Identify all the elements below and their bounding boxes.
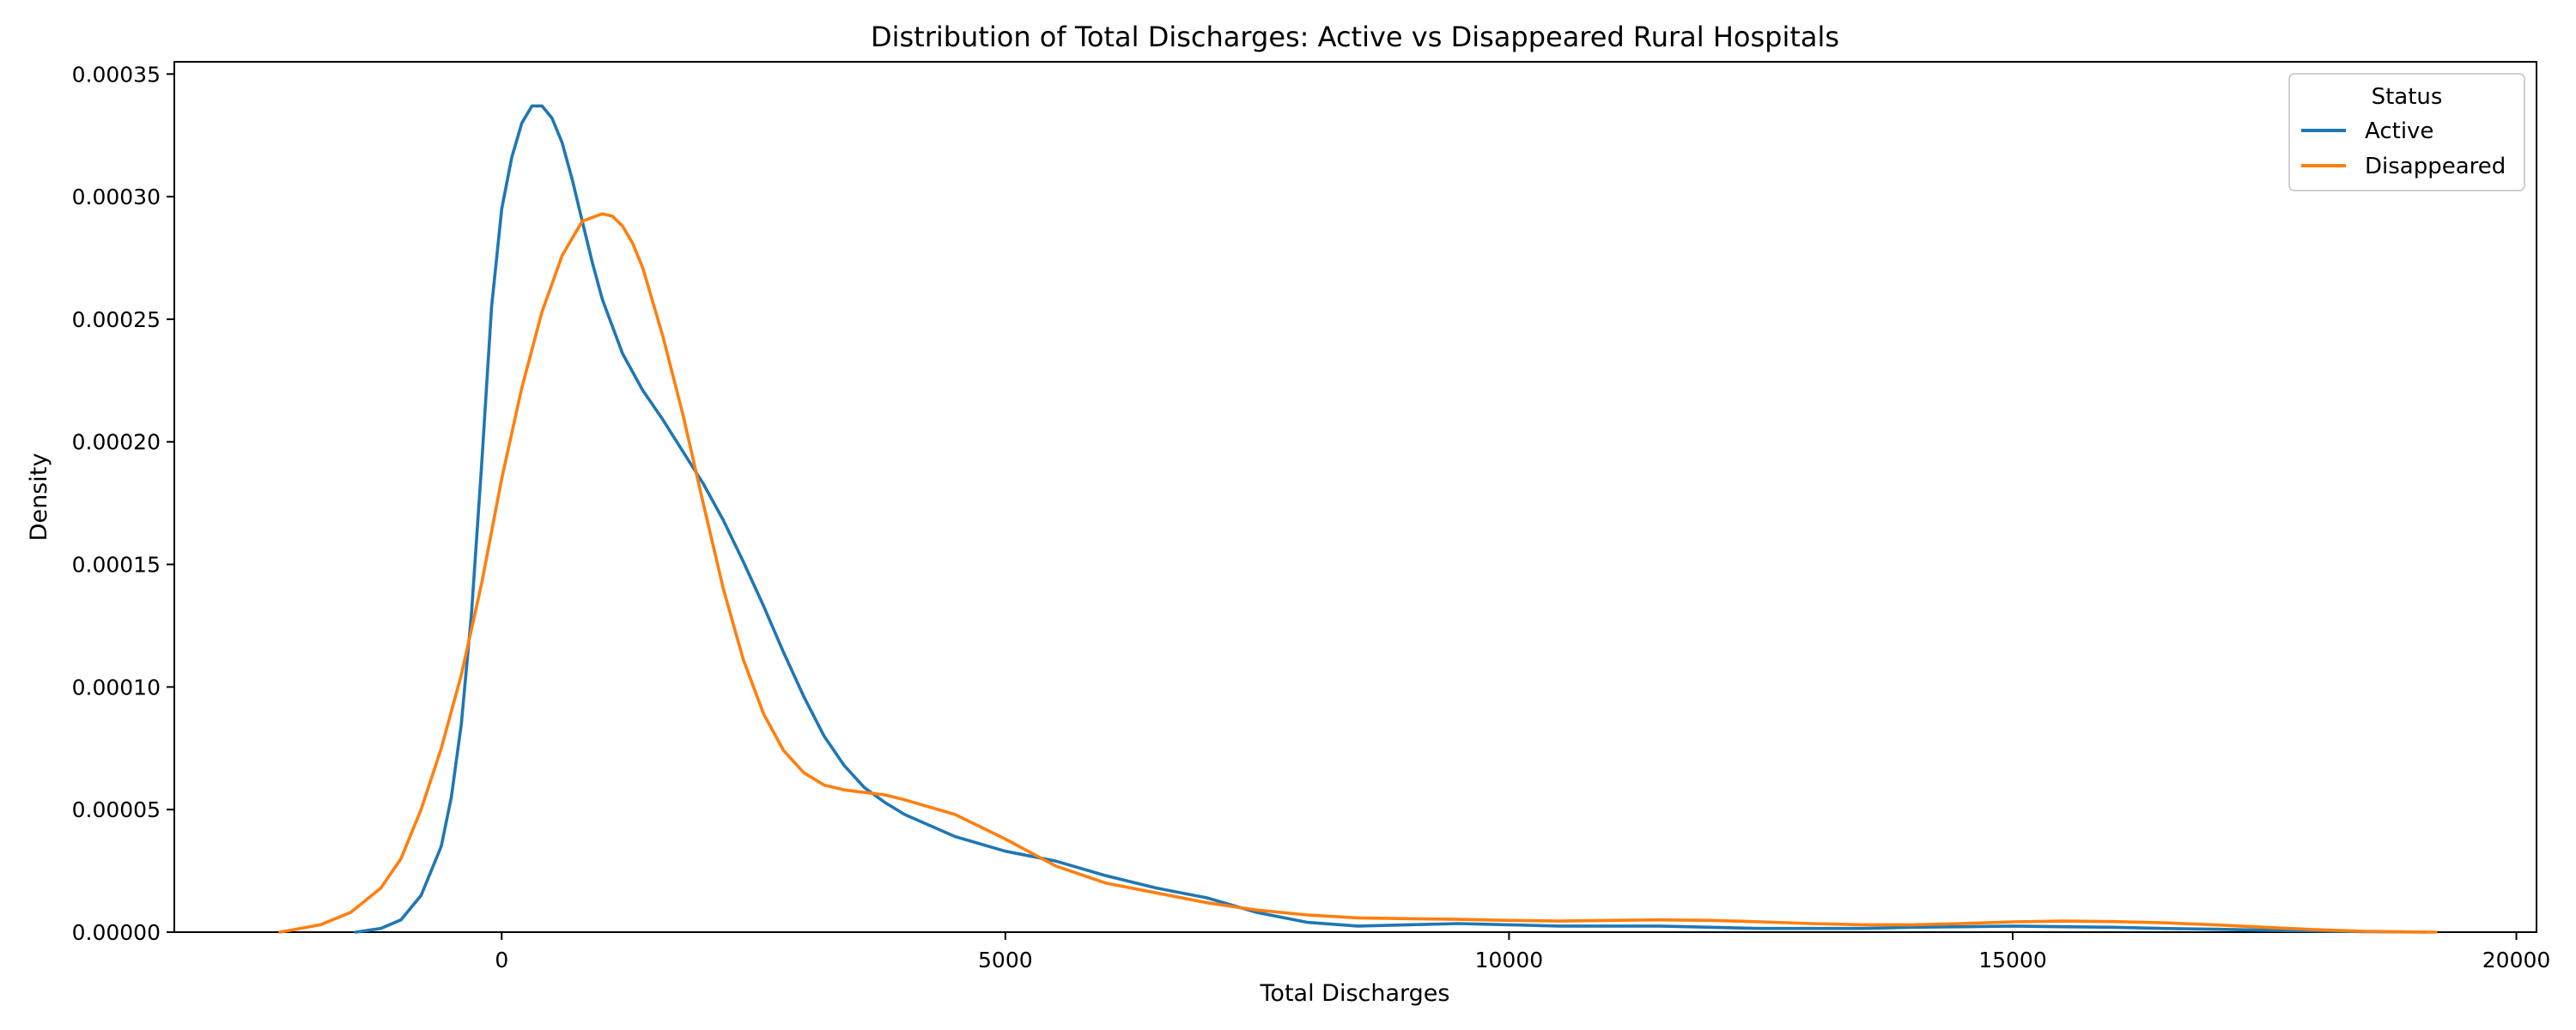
x-tick-label: 10000 [1475, 948, 1544, 972]
y-axis: 0.00000 0.00005 0.00010 0.00015 0.00020 0.000… [72, 62, 174, 945]
y-tick-label: 0.00000 [72, 920, 161, 945]
y-tick-label: 0.00015 [72, 553, 161, 578]
y-tick-label: 0.00025 [72, 307, 161, 332]
series-layer [278, 104, 2438, 934]
plot-frame [173, 61, 2537, 933]
x-tick-label: 5000 [978, 948, 1033, 972]
y-tick-label: 0.00010 [72, 675, 161, 700]
legend-title: Status [2372, 84, 2443, 110]
series-line-active [354, 104, 2427, 934]
x-tick-label: 15000 [1978, 948, 2047, 972]
plot-area [173, 61, 2537, 933]
y-tick-label: 0.00020 [72, 430, 161, 455]
y-tick-label: 0.00030 [72, 185, 161, 209]
y-tick-label: 0.00005 [72, 797, 161, 822]
x-tick-label: 0 [495, 948, 508, 972]
legend-label-active: Active [2365, 118, 2433, 144]
x-axis: 0 5000 10000 15000 20000 [495, 932, 2550, 972]
y-axis-label: Density [26, 453, 52, 542]
x-tick-label: 20000 [2482, 948, 2551, 972]
x-axis-label: Total Discharges [1260, 980, 1450, 1007]
series-line-disappeared [278, 212, 2438, 934]
legend: Status Active Disappeared [2288, 73, 2525, 191]
legend-box [2288, 73, 2525, 191]
legend-label-disappeared: Disappeared [2365, 154, 2506, 179]
y-tick-label: 0.00035 [72, 62, 161, 87]
chart-title: Distribution of Total Discharges: Active… [871, 21, 1839, 53]
